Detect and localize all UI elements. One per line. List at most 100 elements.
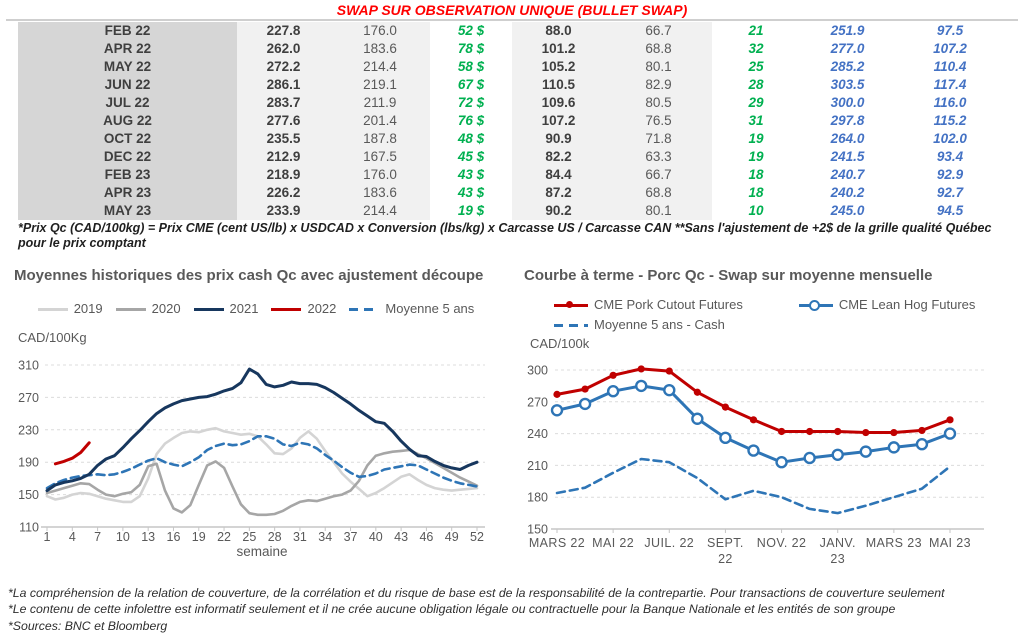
series-2019 bbox=[45, 426, 479, 504]
value-cell: 297.8 bbox=[830, 113, 865, 128]
value-cell: 71.8 bbox=[605, 130, 712, 148]
month-cell: APR 22 bbox=[18, 40, 237, 58]
month-cell: APR 23 bbox=[18, 184, 237, 202]
value-cell: 90.2 bbox=[512, 202, 605, 220]
value-cell: 183.6 bbox=[330, 40, 430, 58]
svg-text:110: 110 bbox=[19, 521, 39, 535]
legend-swatch-line-icon bbox=[271, 303, 302, 315]
value-cell: 68.8 bbox=[605, 40, 712, 58]
value-cell: 240.7 bbox=[830, 167, 865, 182]
series-2022 bbox=[53, 441, 91, 466]
value-cell: 29 bbox=[748, 95, 764, 110]
svg-text:13: 13 bbox=[141, 530, 155, 544]
legend-swatch-dashed-line-icon bbox=[554, 319, 588, 331]
value-cell: 82.9 bbox=[605, 76, 712, 94]
legend-item: Moyenne 5 ans bbox=[349, 301, 474, 316]
svg-text:1: 1 bbox=[44, 530, 51, 544]
right-chart-legend-row2: Moyenne 5 ans - Cash bbox=[554, 317, 725, 332]
value-cell: 214.4 bbox=[330, 58, 430, 76]
svg-text:23: 23 bbox=[830, 552, 845, 566]
value-cell: 286.1 bbox=[237, 76, 330, 94]
footer-line: *Sources: BNC et Bloomberg bbox=[8, 618, 168, 633]
value-cell: 19 bbox=[748, 131, 764, 146]
svg-text:22: 22 bbox=[217, 530, 231, 544]
legend-label: Moyenne 5 ans bbox=[385, 301, 475, 316]
legend-label: CME Lean Hog Futures bbox=[838, 297, 976, 312]
value-cell: 87.2 bbox=[512, 184, 605, 202]
legend-swatch-line-icon bbox=[37, 303, 68, 315]
page-title: SWAP SUR OBSERVATION UNIQUE (BULLET SWAP… bbox=[336, 2, 688, 18]
value-cell: 88.0 bbox=[512, 22, 605, 40]
legend-item: 2020 bbox=[115, 301, 181, 316]
svg-text:150: 150 bbox=[527, 523, 548, 537]
value-cell: 31 bbox=[748, 113, 764, 128]
svg-text:270: 270 bbox=[527, 395, 548, 409]
value-cell: 227.8 bbox=[237, 22, 330, 40]
footer-line: *Le contenu de cette infolettre est info… bbox=[8, 602, 896, 617]
value-cell: 10 bbox=[748, 203, 764, 218]
value-cell: 272.2 bbox=[237, 58, 330, 76]
svg-text:190: 190 bbox=[18, 456, 39, 470]
value-cell: 18 bbox=[748, 185, 764, 200]
value-cell: 32 bbox=[748, 41, 764, 56]
value-cell: 43 $ bbox=[457, 167, 485, 182]
svg-text:JUIL. 22: JUIL. 22 bbox=[644, 536, 694, 550]
svg-text:150: 150 bbox=[18, 488, 39, 502]
right-chart-legend-row1: CME Pork Cutout Futures CME Lean Hog Futu… bbox=[554, 297, 975, 312]
value-cell: 18 bbox=[748, 167, 764, 182]
value-cell: 303.5 bbox=[830, 77, 865, 92]
month-cell: MAY 22 bbox=[18, 58, 237, 76]
svg-text:46: 46 bbox=[419, 530, 433, 544]
legend-label: Moyenne 5 ans - Cash bbox=[594, 317, 725, 332]
value-cell: 80.5 bbox=[605, 94, 712, 112]
legend-swatch-open-marker-icon bbox=[798, 299, 833, 311]
svg-text:230: 230 bbox=[18, 423, 39, 437]
value-cell: 277.0 bbox=[830, 41, 865, 56]
svg-text:310: 310 bbox=[18, 359, 39, 373]
legend-label: 2019 bbox=[73, 301, 103, 316]
value-cell: 283.7 bbox=[237, 94, 330, 112]
svg-text:52: 52 bbox=[470, 530, 484, 544]
value-cell: 226.2 bbox=[237, 184, 330, 202]
month-cell: MAY 23 bbox=[18, 202, 237, 220]
legend-swatch-filled-marker-icon bbox=[554, 299, 588, 311]
legend-swatch-dashed-line-icon bbox=[349, 303, 380, 315]
right-chart-unit-label: CAD/100k bbox=[530, 336, 590, 351]
svg-text:34: 34 bbox=[318, 530, 332, 544]
forward-curve-chart: 150 180 210 240 270 300 MARS 22 MAI 22 JUIL. 22 S… bbox=[527, 364, 984, 566]
value-cell: 90.9 bbox=[512, 130, 605, 148]
right-chart-title: Courbe à terme - Porc Qc - Swap sur moye… bbox=[524, 267, 933, 284]
svg-text:MAI 23: MAI 23 bbox=[929, 536, 971, 550]
legend-item: Moyenne 5 ans - Cash bbox=[554, 317, 725, 332]
value-cell: 72 $ bbox=[457, 95, 485, 110]
value-cell: 176.0 bbox=[330, 166, 430, 184]
legend-item: CME Pork Cutout Futures bbox=[554, 297, 743, 312]
month-cell: JUN 22 bbox=[18, 76, 237, 94]
value-cell: 66.7 bbox=[605, 166, 712, 184]
value-cell: 105.2 bbox=[512, 58, 605, 76]
value-cell: 43 $ bbox=[457, 185, 485, 200]
value-cell: 277.6 bbox=[237, 112, 330, 130]
value-cell: 183.6 bbox=[330, 184, 430, 202]
value-cell: 82.2 bbox=[512, 148, 605, 166]
left-chart-unit-label: CAD/100Kg bbox=[18, 330, 87, 345]
value-cell: 97.5 bbox=[936, 23, 964, 38]
value-cell: 264.0 bbox=[830, 131, 865, 146]
value-cell: 102.0 bbox=[933, 131, 967, 146]
month-cell: DEC 22 bbox=[18, 148, 237, 166]
value-cell: 80.1 bbox=[605, 202, 712, 220]
svg-text:SEPT.: SEPT. bbox=[707, 536, 744, 550]
footer-line: *La compréhension de la relation de couv… bbox=[8, 586, 945, 600]
value-cell: 78 $ bbox=[457, 41, 485, 56]
left-chart-title: Moyennes historiques des prix cash Qc av… bbox=[14, 267, 484, 284]
series-2020 bbox=[45, 448, 479, 517]
value-cell: 201.4 bbox=[330, 112, 430, 130]
svg-text:JANV.: JANV. bbox=[820, 536, 856, 550]
svg-text:240: 240 bbox=[527, 427, 548, 441]
title-divider bbox=[6, 19, 1018, 21]
value-cell: 93.4 bbox=[936, 149, 964, 164]
svg-text:210: 210 bbox=[527, 459, 548, 473]
legend-item: 2021 bbox=[193, 301, 258, 316]
table-footnote: *Prix Qc (CAD/100kg) = Prix CME (cent US… bbox=[18, 221, 992, 250]
value-cell: 92.7 bbox=[936, 185, 964, 200]
